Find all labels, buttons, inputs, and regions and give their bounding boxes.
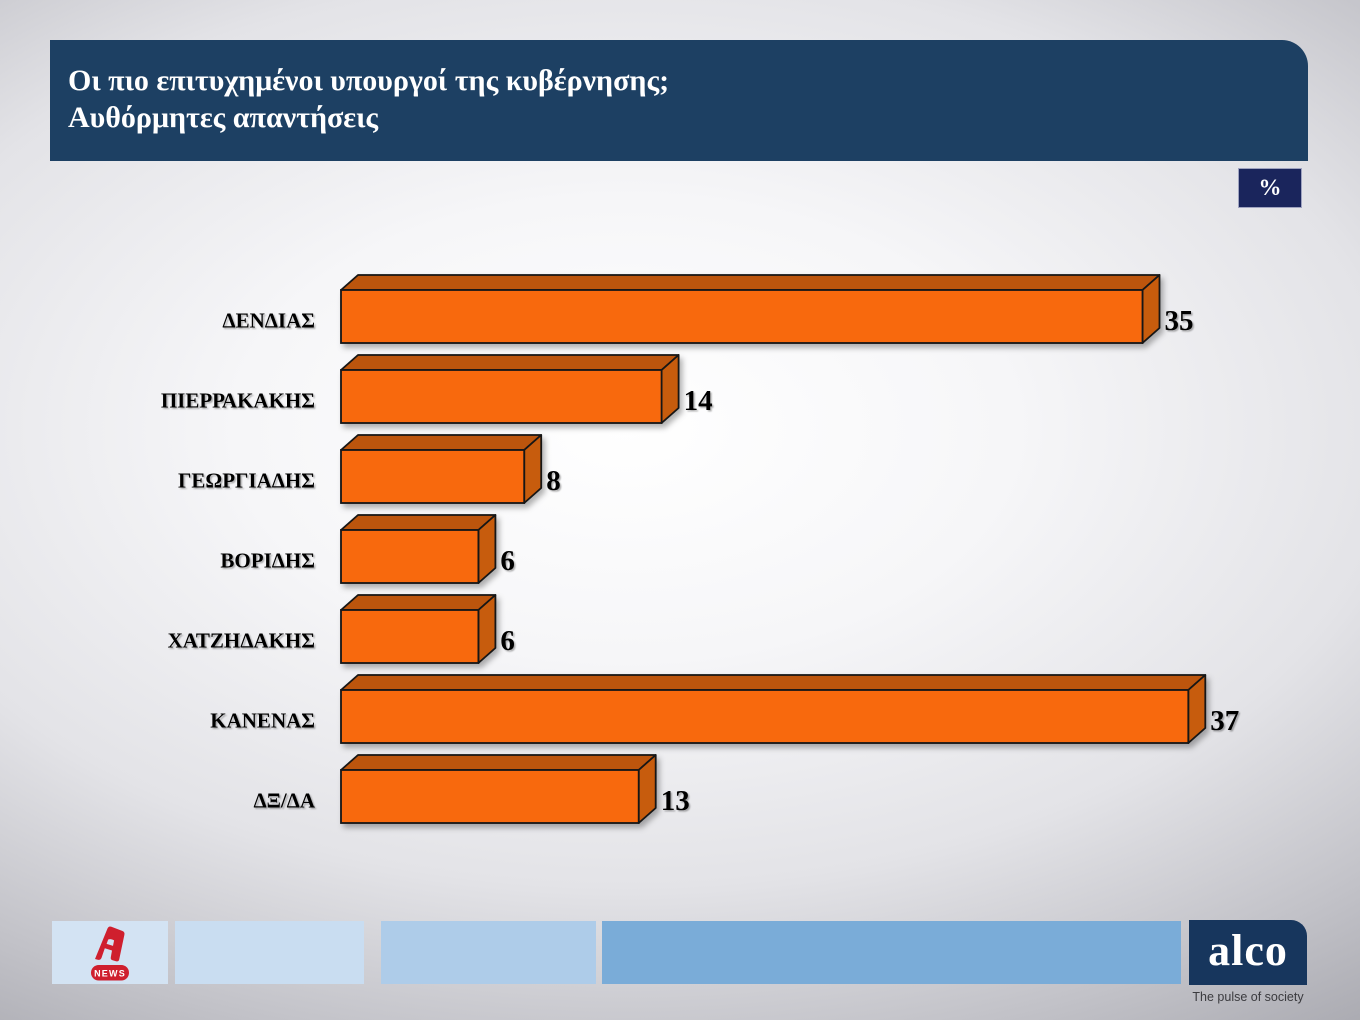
category-label: ΠΙΕΡΡΑΚΑΚΗΣ <box>161 388 315 412</box>
value-label: 13 <box>661 785 690 817</box>
category-label: ΚΑΝΕΝΑΣ <box>210 708 315 732</box>
bar-group-3: ΓΕΩΡΓΙΑΔΗΣ 8 <box>178 434 561 504</box>
svg-text:NEWS: NEWS <box>94 968 126 978</box>
page-title-line2: Αυθόρμητες απαντήσεις <box>68 101 379 134</box>
bar-top-face <box>340 754 657 771</box>
alco-logo: alco <box>1189 920 1307 985</box>
bar-front-face <box>340 289 1144 344</box>
bar-top-face <box>340 434 543 451</box>
bar-top-face <box>340 274 1161 291</box>
value-label: 35 <box>1165 305 1194 337</box>
category-label: ΒΟΡΙΔΗΣ <box>220 548 315 572</box>
footer-stripe-2 <box>175 921 364 984</box>
footer-stripe-4 <box>602 921 1181 984</box>
category-label: ΓΕΩΡΓΙΑΔΗΣ <box>178 468 315 492</box>
footer-stripe-alpha: NEWS <box>52 921 168 984</box>
bar-group-2: ΠΙΕΡΡΑΚΑΚΗΣ 14 <box>161 354 713 424</box>
title-bar: Οι πιο επιτυχημένοι υπουργοί της κυβέρνη… <box>50 40 1308 161</box>
bar-top-face <box>340 674 1207 691</box>
category-label: ΔΕΝΔΙΑΣ <box>222 308 315 332</box>
alpha-news-icon: NEWS <box>91 926 129 980</box>
value-label: 6 <box>500 545 515 577</box>
page-title-line1: Οι πιο επιτυχημένοι υπουργοί της κυβέρνη… <box>68 64 670 97</box>
bar-front-face <box>340 529 480 584</box>
category-label: ΧΑΤΖΗΔΑΚΗΣ <box>168 628 315 652</box>
bar-group-6: ΚΑΝΕΝΑΣ 37 <box>210 674 1239 744</box>
category-label: ΔΞ/ΔΑ <box>253 788 315 812</box>
bar-group-1: ΔΕΝΔΙΑΣ 35 <box>222 274 1194 344</box>
bar-group-5: ΧΑΤΖΗΔΑΚΗΣ 6 <box>168 594 515 664</box>
bar-front-face <box>340 689 1190 744</box>
bar-top-face <box>340 354 680 371</box>
value-label: 37 <box>1210 705 1239 737</box>
value-label: 14 <box>684 385 713 417</box>
bar-front-face <box>340 369 663 424</box>
bar-group-7: ΔΞ/ΔΑ 13 <box>253 754 690 824</box>
bar-group-4: ΒΟΡΙΔΗΣ 6 <box>220 514 515 584</box>
bar-top-face <box>340 514 497 531</box>
bar-front-face <box>340 769 640 824</box>
alpha-news-logo: NEWS <box>52 921 168 984</box>
footer-stripe-3 <box>381 921 596 984</box>
value-label: 6 <box>500 625 515 657</box>
bar-front-face <box>340 609 480 664</box>
alco-tagline: The pulse of society <box>1192 990 1304 1004</box>
bar-top-face <box>340 594 497 611</box>
alco-logo-text: alco <box>1208 925 1288 975</box>
unit-badge: % <box>1238 168 1302 208</box>
value-label: 8 <box>546 465 561 497</box>
bar-front-face <box>340 449 526 504</box>
